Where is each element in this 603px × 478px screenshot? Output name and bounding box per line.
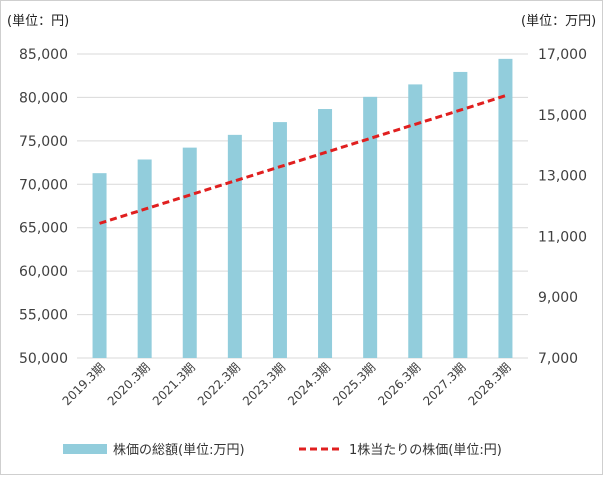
category-label: 2027.3期	[420, 360, 468, 408]
legend-line-label: 1株当たりの株価(単位:円)	[349, 442, 502, 458]
category-label: 2025.3期	[330, 360, 378, 408]
gridlines	[77, 53, 528, 359]
bar	[318, 109, 333, 358]
bar	[363, 96, 378, 358]
right-axis: 7,000 9,000 11,000 13,000 15,000 17,000	[538, 47, 587, 367]
legend: 株価の総額(単位:万円) 1株当たりの株価(単位:円)	[63, 442, 502, 458]
bar	[272, 122, 287, 358]
left-tick-label: 50,000	[19, 351, 68, 367]
category-label: 2023.3期	[240, 360, 288, 408]
line-series	[99, 94, 506, 225]
right-tick-label: 17,000	[538, 47, 587, 63]
left-tick-label: 80,000	[19, 90, 68, 106]
category-label: 2026.3期	[375, 360, 423, 408]
category-label: 2022.3期	[195, 360, 243, 408]
left-tick-label: 85,000	[19, 47, 68, 63]
left-tick-label: 65,000	[19, 221, 68, 237]
bar	[453, 71, 468, 358]
left-axis: 50,000 55,000 60,000 65,000 70,000 75,000 80,0…	[19, 47, 68, 367]
bar	[408, 84, 423, 359]
right-tick-label: 7,000	[538, 351, 578, 367]
bar	[227, 134, 242, 358]
right-tick-label: 9,000	[538, 290, 578, 306]
category-label: 2024.3期	[285, 360, 333, 408]
right-axis-unit: (単位：万円)	[521, 13, 596, 29]
bar	[182, 147, 197, 358]
left-tick-label: 70,000	[19, 177, 68, 193]
category-label: 2019.3期	[60, 360, 108, 408]
left-tick-label: 55,000	[19, 308, 68, 324]
left-tick-label: 60,000	[19, 264, 68, 280]
bar	[498, 58, 513, 358]
bar	[92, 173, 107, 358]
right-tick-label: 13,000	[538, 169, 587, 185]
category-axis: 2019.3期2020.3期2021.3期2022.3期2023.3期2024.…	[60, 360, 514, 408]
bar-series	[92, 58, 513, 359]
category-label: 2021.3期	[150, 360, 198, 408]
price-line	[99, 94, 506, 225]
category-label: 2020.3期	[105, 360, 153, 408]
right-tick-label: 11,000	[538, 229, 587, 245]
left-axis-unit: (単位：円)	[7, 13, 69, 29]
bar	[137, 159, 152, 358]
category-label: 2028.3期	[465, 360, 513, 408]
right-tick-label: 15,000	[538, 108, 587, 124]
legend-bar-label: 株価の総額(単位:万円)	[113, 442, 245, 458]
left-tick-label: 75,000	[19, 134, 68, 150]
legend-bar-swatch	[63, 444, 107, 454]
